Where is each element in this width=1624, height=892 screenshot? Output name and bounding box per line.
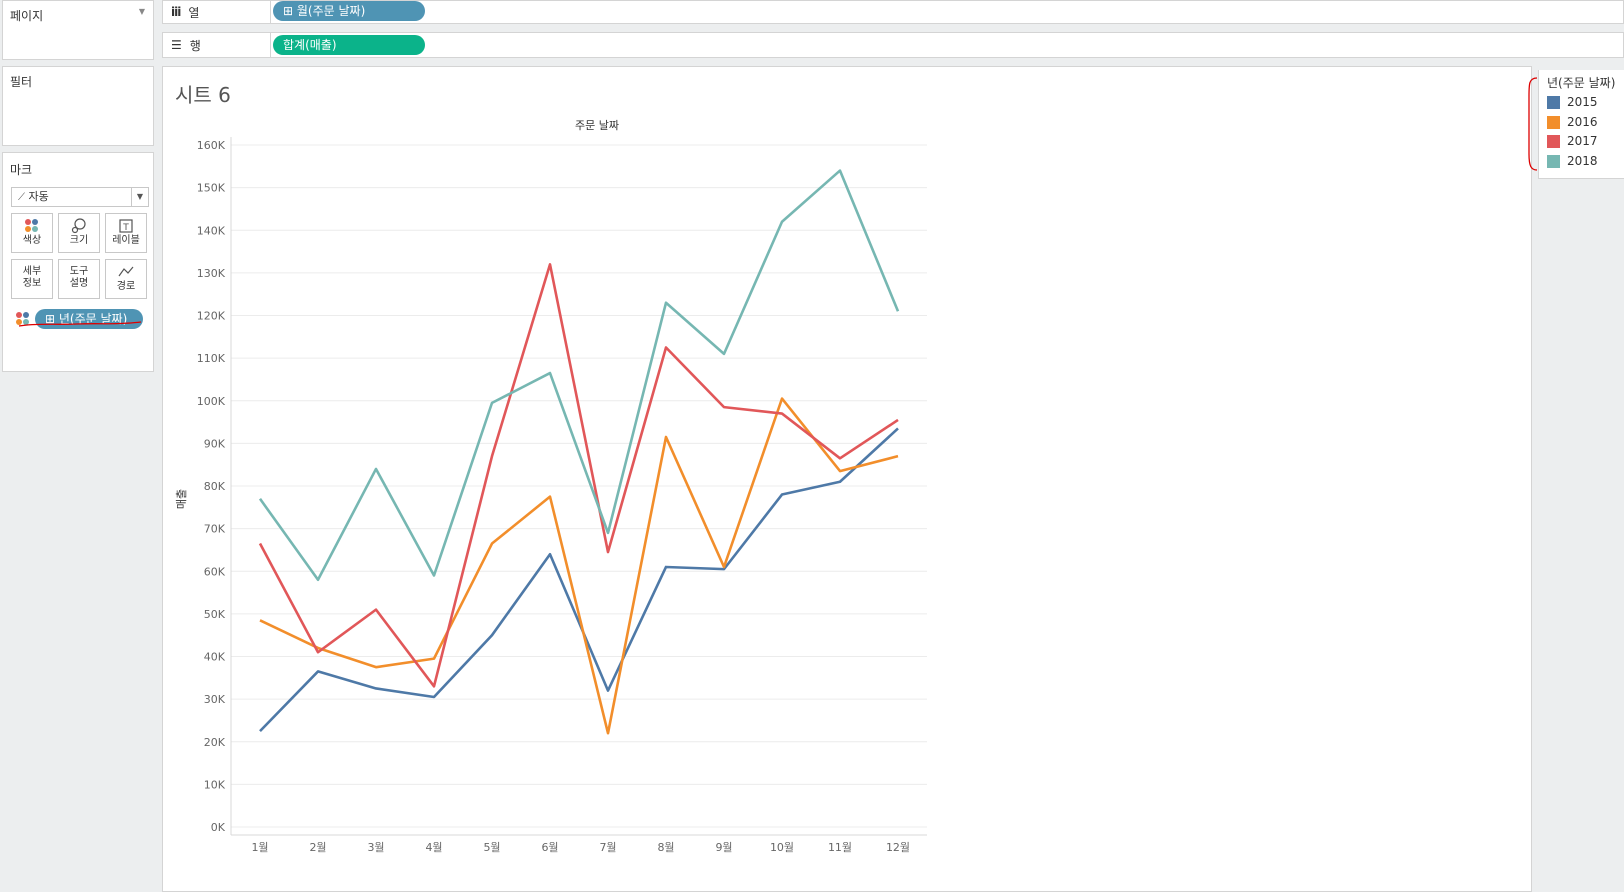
x-tick-label: 10월 bbox=[770, 841, 794, 854]
label-icon: T bbox=[106, 217, 146, 235]
line-mark-icon: ⟋ bbox=[18, 192, 25, 203]
color-dots-icon bbox=[12, 217, 52, 235]
rows-icon: ☰ bbox=[171, 38, 182, 52]
color-button[interactable]: 색상 bbox=[11, 213, 53, 253]
series-line-2018[interactable] bbox=[258, 169, 900, 582]
tooltip-button-label: 도구 설명 bbox=[69, 266, 89, 289]
viz-area: 시트 6 주문 날짜 매출 0K 10K 20K 30K 40K 50K 60K 70K 80K… bbox=[162, 66, 1532, 892]
label-button-label: 레이블 bbox=[112, 235, 140, 246]
x-tick-label: 2월 bbox=[309, 841, 326, 854]
y-tick-label: 20K bbox=[204, 736, 226, 749]
mark-type-label: 자동 bbox=[28, 190, 49, 203]
svg-text:T: T bbox=[122, 223, 129, 233]
chevron-down-icon[interactable]: ▼ bbox=[138, 7, 145, 16]
legend-item-2016[interactable]: 2016 bbox=[1547, 114, 1598, 130]
color-dots-icon bbox=[15, 311, 31, 330]
chevron-down-icon[interactable]: ▼ bbox=[131, 188, 148, 206]
x-tick-label: 1월 bbox=[251, 841, 268, 854]
y-tick-label: 130K bbox=[197, 267, 226, 280]
x-tick-label: 6월 bbox=[541, 841, 558, 854]
path-button[interactable]: 경로 bbox=[105, 259, 147, 299]
x-tick-label: 5월 bbox=[483, 841, 500, 854]
y-tick-label: 30K bbox=[204, 693, 226, 706]
tooltip-button[interactable]: 도구 설명 bbox=[58, 259, 100, 299]
x-tick-label: 3월 bbox=[367, 841, 384, 854]
shelf-divider bbox=[270, 1, 271, 23]
y-tick-label: 10K bbox=[204, 778, 226, 791]
annotation-underline bbox=[18, 321, 142, 327]
pages-title: 페이지 bbox=[10, 9, 44, 23]
x-tick-label: 8월 bbox=[657, 841, 674, 854]
filters-title: 필터 bbox=[10, 75, 33, 89]
size-icon bbox=[59, 217, 99, 235]
legend-item-label: 2016 bbox=[1567, 115, 1598, 129]
legend-title: 년(주문 날짜) bbox=[1547, 76, 1616, 90]
marks-panel: 마크 ⟋ 자동 ▼ 색상 크기 T 레이블 세부 정보 도구 설명 경로 ⊞ bbox=[2, 152, 154, 372]
color-legend: 년(주문 날짜) 2015 2016 2017 2018 bbox=[1528, 70, 1624, 179]
legend-item-label: 2017 bbox=[1567, 134, 1598, 148]
rows-shelf[interactable]: ☰ 행 합계(매출) bbox=[162, 32, 1624, 58]
path-button-label: 경로 bbox=[116, 281, 136, 292]
rows-shelf-label: ☰ 행 bbox=[171, 38, 201, 53]
legend-item-label: 2018 bbox=[1567, 154, 1598, 168]
legend-item-2017[interactable]: 2017 bbox=[1547, 133, 1598, 149]
detail-button-label: 세부 정보 bbox=[22, 266, 42, 289]
y-tick-label: 140K bbox=[197, 224, 226, 237]
y-tick-label: 120K bbox=[197, 310, 226, 323]
y-tick-label: 40K bbox=[204, 651, 226, 664]
y-tick-label: 80K bbox=[204, 480, 226, 493]
legend-swatch bbox=[1547, 95, 1560, 109]
legend-item-label: 2015 bbox=[1567, 95, 1598, 109]
columns-shelf[interactable]: iii 열 ⊞ 월(주문 날짜) bbox=[162, 0, 1624, 24]
marks-title: 마크 bbox=[10, 163, 33, 177]
legend-swatch bbox=[1547, 134, 1560, 148]
y-tick-label: 60K bbox=[204, 565, 226, 578]
y-tick-label: 100K bbox=[197, 395, 226, 408]
x-tick-label: 11월 bbox=[828, 841, 852, 854]
path-icon bbox=[106, 263, 146, 281]
line-chart: 주문 날짜 매출 0K 10K 20K 30K 40K 50K 60K 70K 80K 90K 10… bbox=[175, 119, 927, 854]
legend-swatch bbox=[1547, 154, 1560, 168]
legend-swatch bbox=[1547, 115, 1560, 129]
sales-rows-pill[interactable]: 합계(매출) bbox=[273, 35, 425, 55]
color-button-label: 색상 bbox=[22, 235, 42, 246]
columns-shelf-label: iii 열 bbox=[171, 5, 200, 20]
detail-button[interactable]: 세부 정보 bbox=[11, 259, 53, 299]
shelf-divider bbox=[270, 33, 271, 57]
x-tick-label: 9월 bbox=[715, 841, 732, 854]
series-line-2015[interactable] bbox=[259, 427, 899, 732]
pages-panel[interactable]: 페이지 ▼ bbox=[2, 0, 154, 60]
y-tick-label: 160K bbox=[197, 139, 226, 152]
mark-type-dropdown[interactable]: ⟋ 자동 ▼ bbox=[11, 187, 149, 207]
size-button[interactable]: 크기 bbox=[58, 213, 100, 253]
x-tick-label: 4월 bbox=[425, 841, 442, 854]
x-tick-label: 12월 bbox=[886, 841, 910, 854]
y-tick-label: 110K bbox=[197, 352, 226, 365]
month-columns-pill[interactable]: ⊞ 월(주문 날짜) bbox=[273, 1, 425, 21]
size-button-label: 크기 bbox=[69, 235, 89, 246]
y-tick-label: 150K bbox=[197, 182, 226, 195]
series-line-2016[interactable] bbox=[259, 397, 899, 735]
x-tick-label: 7월 bbox=[599, 841, 616, 854]
sheet-title: 시트 6 bbox=[175, 83, 231, 107]
series-line-2017[interactable] bbox=[258, 263, 899, 688]
legend-item-2015[interactable]: 2015 bbox=[1547, 94, 1598, 110]
y-tick-label: 90K bbox=[204, 437, 226, 450]
columns-icon: iii bbox=[171, 5, 181, 19]
y-tick-label: 70K bbox=[204, 523, 226, 536]
legend-item-2018[interactable]: 2018 bbox=[1547, 153, 1598, 169]
y-axis-title: 매출 bbox=[175, 489, 188, 509]
annotation-bracket bbox=[1528, 77, 1538, 171]
label-button[interactable]: T 레이블 bbox=[105, 213, 147, 253]
filters-panel[interactable]: 필터 bbox=[2, 66, 154, 146]
chart-title: 주문 날짜 bbox=[575, 119, 619, 132]
y-tick-label: 0K bbox=[211, 821, 226, 834]
y-tick-label: 50K bbox=[204, 608, 226, 621]
